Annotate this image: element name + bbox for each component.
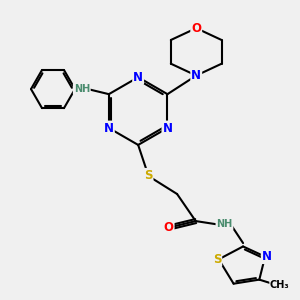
Text: N: N <box>133 71 143 84</box>
Text: CH₃: CH₃ <box>270 280 290 290</box>
Text: NH: NH <box>216 220 232 230</box>
Text: N: N <box>191 69 201 82</box>
Text: S: S <box>213 253 221 266</box>
Text: N: N <box>163 122 172 134</box>
Text: N: N <box>262 250 272 263</box>
Text: S: S <box>144 169 153 182</box>
Text: N: N <box>104 122 114 134</box>
Text: NH: NH <box>74 84 90 94</box>
Text: O: O <box>164 221 174 234</box>
Text: O: O <box>191 22 201 35</box>
